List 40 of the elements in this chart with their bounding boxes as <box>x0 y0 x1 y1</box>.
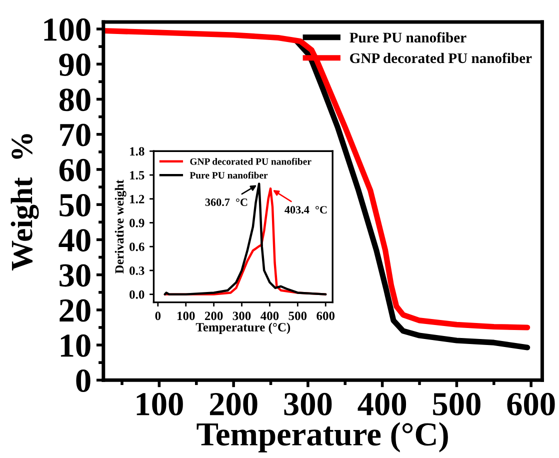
y-tick-label: 1.5 <box>130 171 144 180</box>
y-axis-title: Derivative weight <box>114 180 126 274</box>
y-tick-label: 90 <box>59 54 90 76</box>
x-tick-label: 400 <box>358 392 406 416</box>
y-tick-label: 1.8 <box>130 147 144 156</box>
x-tick-label: 600 <box>507 392 555 416</box>
y-tick-label: 100 <box>44 18 90 41</box>
x-tick-label: 200 <box>204 312 223 320</box>
y-tick-label: 80 <box>59 88 90 112</box>
legend-label: GNP decorated PU nanofiber <box>190 158 312 165</box>
x-tick-label: 200 <box>210 392 258 416</box>
x-axis-title: Temperature (°C) <box>196 422 448 452</box>
y-tick-label: 0.0 <box>130 290 144 299</box>
y-tick-label: 10 <box>60 334 90 357</box>
x-tick-label: 600 <box>316 312 335 320</box>
x-tick-label: 400 <box>260 312 279 320</box>
x-tick-label: 0 <box>155 312 161 320</box>
legend-label: Pure PU nanofiber <box>190 172 268 179</box>
x-tick-label: 300 <box>284 392 332 416</box>
x-tick-label: 500 <box>433 392 480 416</box>
annotation: 360.7 °C <box>205 198 248 206</box>
y-axis-title: Weight % <box>10 134 39 270</box>
y-tick-label: 0.9 <box>130 218 144 228</box>
y-tick-label: 0.3 <box>130 266 144 275</box>
annotation: 403.4 °C <box>284 206 327 214</box>
x-tick-label: 500 <box>288 312 307 320</box>
x-axis-title: Temperature (°C) <box>196 322 290 334</box>
y-tick-label: 20 <box>60 299 90 322</box>
legend-label: Pure PU nanofiber <box>350 32 466 43</box>
y-tick-label: 0 <box>76 370 90 392</box>
y-tick-label: 40 <box>58 229 90 252</box>
y-tick-label: 1.2 <box>130 194 144 204</box>
y-tick-label: 70 <box>60 124 90 146</box>
y-tick-label: 30 <box>60 264 90 287</box>
x-tick-label: 100 <box>177 312 195 320</box>
legend-label: GNP decorated PU nanofiber <box>350 52 532 64</box>
y-tick-label: 50 <box>60 194 90 216</box>
x-tick-label: 300 <box>232 312 251 320</box>
y-tick-label: 60 <box>59 158 90 182</box>
y-tick-label: 0.6 <box>130 242 144 252</box>
